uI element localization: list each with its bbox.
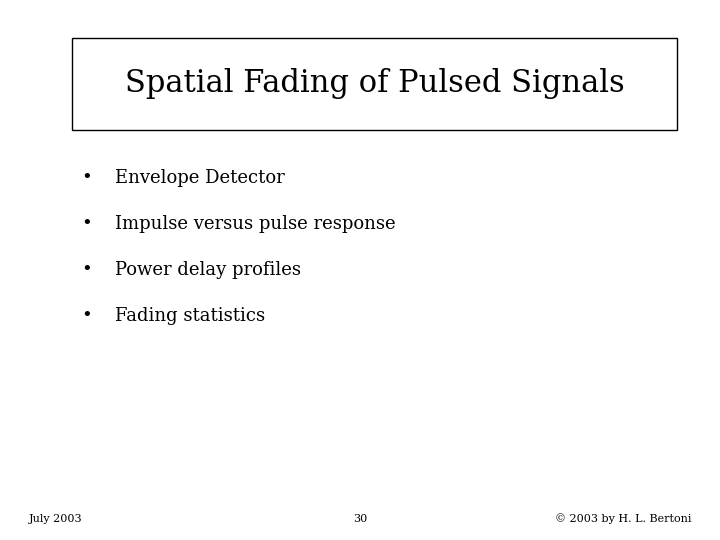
Text: Spatial Fading of Pulsed Signals: Spatial Fading of Pulsed Signals	[125, 68, 624, 99]
Text: Fading statistics: Fading statistics	[115, 307, 266, 325]
Text: July 2003: July 2003	[29, 514, 82, 524]
Text: •: •	[81, 261, 91, 279]
Text: •: •	[81, 307, 91, 325]
Text: Power delay profiles: Power delay profiles	[115, 261, 301, 279]
FancyBboxPatch shape	[72, 38, 677, 130]
Text: •: •	[81, 169, 91, 187]
Text: 30: 30	[353, 514, 367, 524]
Text: Impulse versus pulse response: Impulse versus pulse response	[115, 215, 396, 233]
Text: © 2003 by H. L. Bertoni: © 2003 by H. L. Bertoni	[554, 513, 691, 524]
Text: •: •	[81, 215, 91, 233]
Text: Envelope Detector: Envelope Detector	[115, 169, 285, 187]
